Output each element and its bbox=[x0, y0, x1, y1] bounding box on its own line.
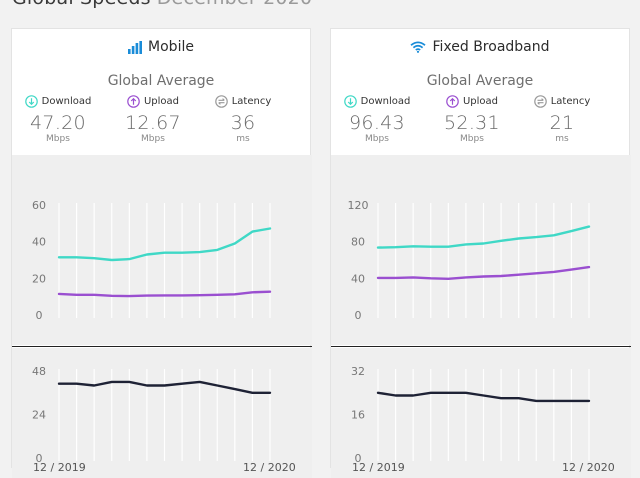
mobile-latency-y-tick: 24 bbox=[32, 409, 46, 422]
page-title-main: Global Speeds bbox=[12, 0, 151, 9]
fixed-speed-download-line bbox=[376, 225, 591, 249]
fixed-global-average-title: Global Average bbox=[426, 73, 534, 89]
mobile-speed-upload-line bbox=[57, 290, 272, 298]
mobile-chart-divider bbox=[12, 346, 312, 347]
fixed-latency-metric: Latency 21 ms bbox=[517, 93, 607, 144]
mobile-latency-unit: ms bbox=[236, 134, 250, 144]
fixed-speed-y-tick: 0 bbox=[355, 309, 362, 322]
fixed-upload-metric: Upload 52.31 Mbps bbox=[427, 93, 517, 144]
mobile-latency-label: Latency bbox=[231, 95, 272, 107]
fixed-metrics: Download 96.43 Mbps Upload 52.31 Mbps bbox=[331, 93, 629, 153]
fixed-latency-y-tick: 0 bbox=[355, 452, 362, 465]
mobile-latency-chart-area bbox=[12, 348, 312, 478]
download-arrow-icon bbox=[24, 94, 38, 108]
fixed-latency-chart-area bbox=[331, 348, 631, 478]
fixed-speed-chart-area bbox=[331, 155, 631, 345]
fixed-download-value: 96.43 bbox=[349, 112, 405, 134]
mobile-upload-value: 12.67 bbox=[125, 112, 181, 134]
mobile-panel-title: Mobile bbox=[148, 39, 194, 55]
fixed-upload-value: 52.31 bbox=[444, 112, 500, 134]
mobile-download-label: Download bbox=[41, 95, 92, 107]
fixed-latency-unit: ms bbox=[555, 134, 569, 144]
mobile-latency-latency-line bbox=[57, 380, 272, 394]
mobile-upload-label: Upload bbox=[143, 95, 180, 107]
mobile-global-average-title: Global Average bbox=[107, 73, 215, 89]
fixed-latency-y-tick: 16 bbox=[351, 409, 365, 422]
mobile-speed-chart: 60 40 20 0 bbox=[32, 199, 272, 322]
mobile-speed-y-tick: 60 bbox=[32, 199, 46, 212]
latency-icon bbox=[533, 94, 547, 108]
fixed-panel-header: Fixed Broadband bbox=[331, 39, 629, 55]
mobile-speed-y-tick: 40 bbox=[32, 236, 46, 249]
page-title-sub: December 2020 bbox=[157, 0, 313, 9]
fixed-panel-title: Fixed Broadband bbox=[432, 39, 550, 55]
fixed-download-unit: Mbps bbox=[365, 134, 389, 144]
fixed-chart-divider bbox=[331, 346, 631, 347]
fixed-upload-label: Upload bbox=[462, 95, 499, 107]
mobile-download-value: 47.20 bbox=[30, 112, 86, 134]
mobile-end-date: 12 / 2020 bbox=[243, 461, 296, 474]
fixed-download-label: Download bbox=[360, 95, 411, 107]
mobile-latency-y-tick: 0 bbox=[36, 452, 43, 465]
fixed-end-date: 12 / 2020 bbox=[562, 461, 615, 474]
mobile-metrics: Download 47.20 Mbps Upload 12.67 Mbps bbox=[12, 93, 310, 153]
fixed-latency-label: Latency bbox=[550, 95, 591, 107]
mobile-speed-y-tick: 20 bbox=[32, 272, 46, 285]
fixed-broadband-panel: Fixed Broadband Global Average Download … bbox=[330, 28, 631, 478]
fixed-latency-value: 21 bbox=[549, 112, 575, 134]
wifi-icon bbox=[410, 41, 427, 53]
fixed-speed-upload-line bbox=[376, 265, 591, 281]
upload-arrow-icon bbox=[446, 94, 459, 108]
mobile-latency-y-tick: 48 bbox=[32, 365, 46, 378]
fixed-latency-latency-line bbox=[376, 391, 591, 403]
mobile-speed-y-tick: 0 bbox=[36, 309, 43, 322]
signal-bars-icon bbox=[128, 40, 143, 54]
fixed-download-metric: Download 96.43 Mbps bbox=[332, 93, 422, 144]
upload-arrow-icon bbox=[127, 94, 140, 108]
fixed-speed-y-tick: 120 bbox=[348, 199, 369, 212]
latency-icon bbox=[214, 94, 228, 108]
mobile-speed-chart-area bbox=[12, 155, 312, 345]
download-arrow-icon bbox=[343, 94, 357, 108]
fixed-speed-y-tick: 80 bbox=[351, 236, 365, 249]
mobile-panel-header: Mobile bbox=[12, 39, 310, 55]
mobile-latency-value: 36 bbox=[230, 112, 256, 134]
mobile-upload-metric: Upload 12.67 Mbps bbox=[108, 93, 198, 144]
fixed-upload-unit: Mbps bbox=[460, 134, 484, 144]
mobile-upload-unit: Mbps bbox=[141, 134, 165, 144]
mobile-panel: Mobile Global Average Download 47.20 Mbp… bbox=[11, 28, 312, 478]
fixed-latency-y-tick: 32 bbox=[351, 365, 365, 378]
mobile-download-unit: Mbps bbox=[46, 134, 70, 144]
mobile-latency-metric: Latency 36 ms bbox=[198, 93, 288, 144]
mobile-download-metric: Download 47.20 Mbps bbox=[13, 93, 103, 144]
page-title: Global Speeds December 2020 bbox=[12, 0, 312, 9]
fixed-speed-y-tick: 40 bbox=[351, 272, 365, 285]
mobile-speed-download-line bbox=[57, 227, 272, 262]
fixed-speed-chart: 120 80 40 0 bbox=[348, 199, 591, 322]
